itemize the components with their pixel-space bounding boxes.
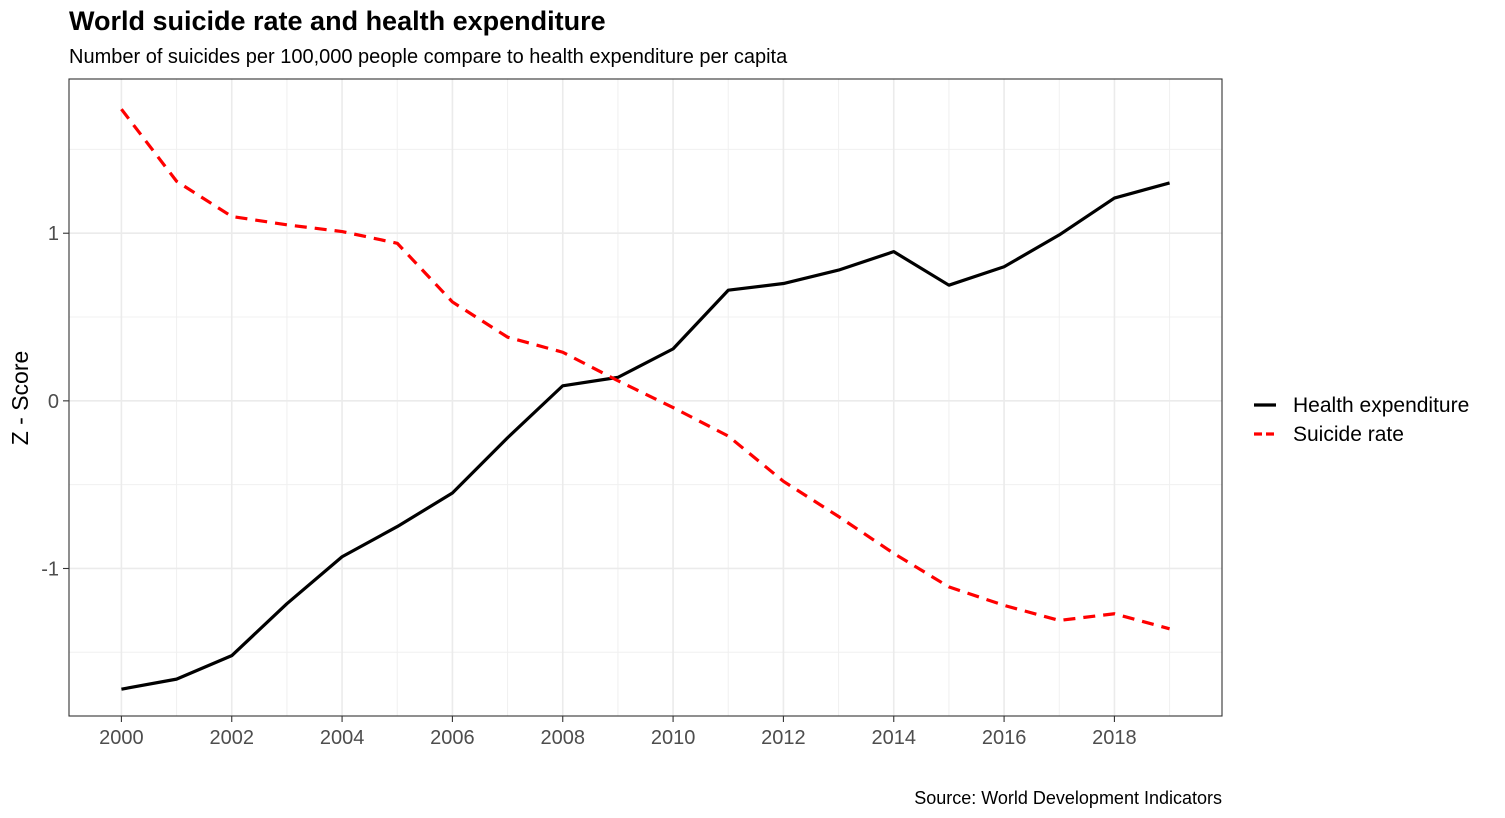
chart-title: World suicide rate and health expenditur…	[69, 6, 606, 36]
series-lines	[120, 108, 1171, 691]
x-tick-label: 2000	[99, 727, 144, 749]
series-line-2	[120, 108, 1171, 631]
x-tick-label: 2010	[651, 727, 696, 749]
x-tick-label: 2014	[872, 727, 917, 749]
x-tick-label: 2018	[1092, 727, 1137, 749]
x-tick-label: 2002	[209, 727, 254, 749]
y-tick-label: 1	[48, 223, 59, 245]
chart-caption: Source: World Development Indicators	[914, 788, 1222, 808]
legend: Health expenditure Suicide rate	[1254, 394, 1469, 446]
plot-border	[68, 78, 1223, 717]
plot-panel	[69, 79, 1222, 716]
x-tick-label: 2012	[761, 727, 806, 749]
x-tick-label: 2016	[982, 727, 1027, 749]
legend-label-2: Suicide rate	[1293, 423, 1404, 446]
chart-subtitle: Number of suicides per 100,000 people co…	[69, 46, 788, 68]
x-tick-label: 2006	[430, 727, 475, 749]
series-line-1	[121, 181, 1171, 691]
x-tick-label: 2004	[320, 727, 365, 749]
y-tick-label: -1	[41, 558, 59, 580]
major-gridlines	[69, 79, 1222, 716]
legend-label-1: Health expenditure	[1293, 394, 1469, 417]
x-axis: 2000 2002 2004 2006 2008 2010 2012 2014 2016 2018	[99, 716, 1137, 749]
y-axis: -1 0 1	[41, 223, 69, 580]
y-axis-label: Z - Score	[7, 351, 33, 446]
x-tick-label: 2008	[540, 727, 585, 749]
minor-gridlines	[69, 79, 1222, 716]
y-tick-label: 0	[48, 391, 59, 413]
